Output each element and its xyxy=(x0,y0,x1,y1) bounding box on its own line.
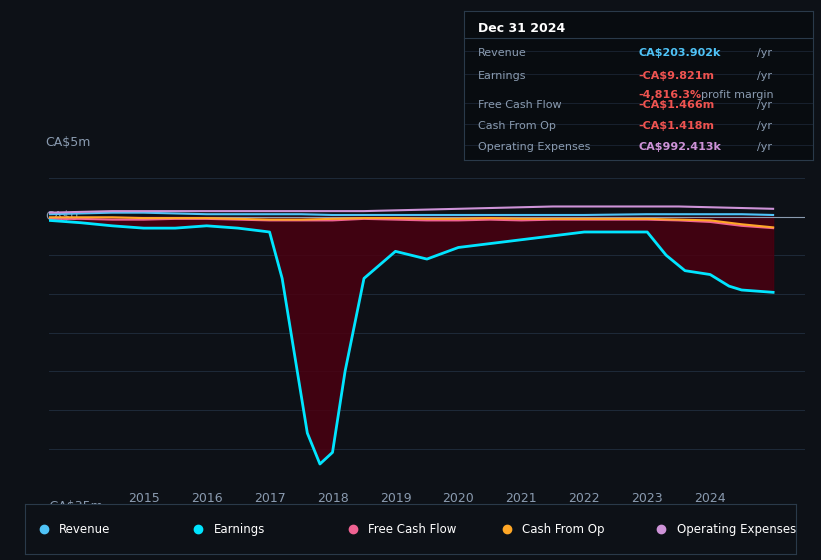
Text: /yr: /yr xyxy=(757,71,772,81)
Text: /yr: /yr xyxy=(757,100,772,110)
Text: Free Cash Flow: Free Cash Flow xyxy=(478,100,562,110)
Text: /yr: /yr xyxy=(757,48,772,58)
Text: -4,816.3%: -4,816.3% xyxy=(639,90,701,100)
Text: -CA$1.466m: -CA$1.466m xyxy=(639,100,714,110)
Text: Free Cash Flow: Free Cash Flow xyxy=(368,522,456,536)
Text: -CA$9.821m: -CA$9.821m xyxy=(639,71,714,81)
Text: Revenue: Revenue xyxy=(478,48,526,58)
Text: Dec 31 2024: Dec 31 2024 xyxy=(478,22,565,35)
Text: Cash From Op: Cash From Op xyxy=(522,522,605,536)
Text: -CA$35m: -CA$35m xyxy=(45,500,103,513)
Text: /yr: /yr xyxy=(757,142,772,152)
Text: Revenue: Revenue xyxy=(59,522,111,536)
Text: Cash From Op: Cash From Op xyxy=(478,121,556,131)
Text: CA$0: CA$0 xyxy=(45,210,79,223)
Text: Earnings: Earnings xyxy=(478,71,526,81)
Text: CA$992.413k: CA$992.413k xyxy=(639,142,721,152)
Text: -CA$1.418m: -CA$1.418m xyxy=(639,121,714,131)
Text: CA$5m: CA$5m xyxy=(45,137,91,150)
Text: profit margin: profit margin xyxy=(701,90,773,100)
Text: CA$203.902k: CA$203.902k xyxy=(639,48,721,58)
Text: Earnings: Earnings xyxy=(213,522,265,536)
Text: Operating Expenses: Operating Expenses xyxy=(677,522,796,536)
Text: /yr: /yr xyxy=(757,121,772,131)
Text: Operating Expenses: Operating Expenses xyxy=(478,142,590,152)
